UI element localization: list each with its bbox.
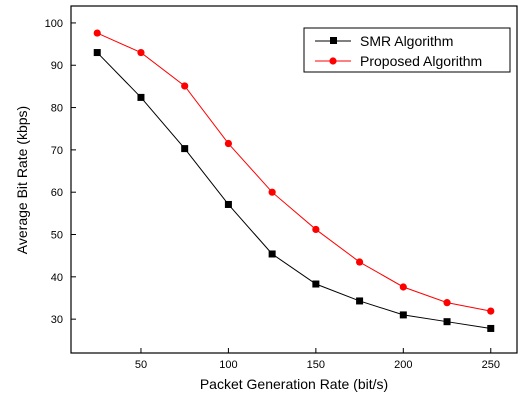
data-point-smr: [399, 311, 407, 319]
legend-marker-smr: [330, 37, 337, 44]
data-point-smr: [181, 145, 189, 153]
data-point-smr: [93, 49, 101, 57]
data-point-proposed: [312, 225, 320, 234]
x-tick-label: 150: [307, 359, 325, 371]
legend: SMR Algorithm Proposed Algorithm: [303, 27, 511, 73]
y-tick-label: 30: [51, 314, 63, 326]
y-axis: 30 40 50 60 70 80 90 100: [45, 18, 76, 326]
data-point-proposed: [181, 82, 189, 90]
series-layer: [93, 29, 495, 332]
legend-marker-proposed: [329, 57, 337, 65]
data-point-proposed: [443, 299, 451, 307]
data-point-smr: [487, 324, 495, 332]
plot-frame: [70, 5, 518, 354]
data-point-proposed: [93, 29, 101, 37]
legend-box: [303, 27, 511, 73]
y-tick-label: 70: [51, 145, 63, 157]
data-point-proposed: [224, 139, 233, 148]
series-line-smr: [96, 52, 491, 329]
legend-label-smr: SMR Algorithm: [360, 33, 453, 49]
legend-label-proposed: Proposed Algorithm: [360, 53, 482, 69]
y-tick-label: 60: [51, 187, 63, 199]
y-tick-label: 100: [45, 18, 63, 30]
x-tick-label: 50: [135, 359, 147, 371]
x-axis: 50 100 150 200 250: [135, 348, 500, 371]
data-point-smr: [312, 280, 320, 288]
data-point-proposed: [487, 307, 495, 315]
data-point-smr: [356, 297, 364, 305]
y-tick-label: 40: [51, 272, 63, 284]
data-point-proposed: [355, 258, 364, 266]
x-tick-label: 250: [482, 359, 500, 371]
y-axis-title: Average Bit Rate (kbps): [14, 106, 30, 254]
data-point-smr: [137, 93, 145, 101]
y-tick-label: 80: [51, 103, 63, 115]
y-tick-label: 50: [51, 230, 63, 242]
data-point-smr: [443, 318, 451, 326]
data-point-proposed: [137, 48, 145, 57]
data-point-proposed: [268, 188, 276, 196]
x-tick-label: 200: [394, 359, 412, 371]
data-point-smr: [224, 200, 232, 208]
series-line-proposed: [97, 32, 491, 312]
x-tick-label: 100: [219, 359, 237, 371]
data-point-smr: [268, 250, 276, 258]
x-axis-title: Packet Generation Rate (bit/s): [200, 376, 388, 392]
y-tick-label: 90: [51, 60, 63, 72]
data-point-proposed: [399, 283, 407, 291]
